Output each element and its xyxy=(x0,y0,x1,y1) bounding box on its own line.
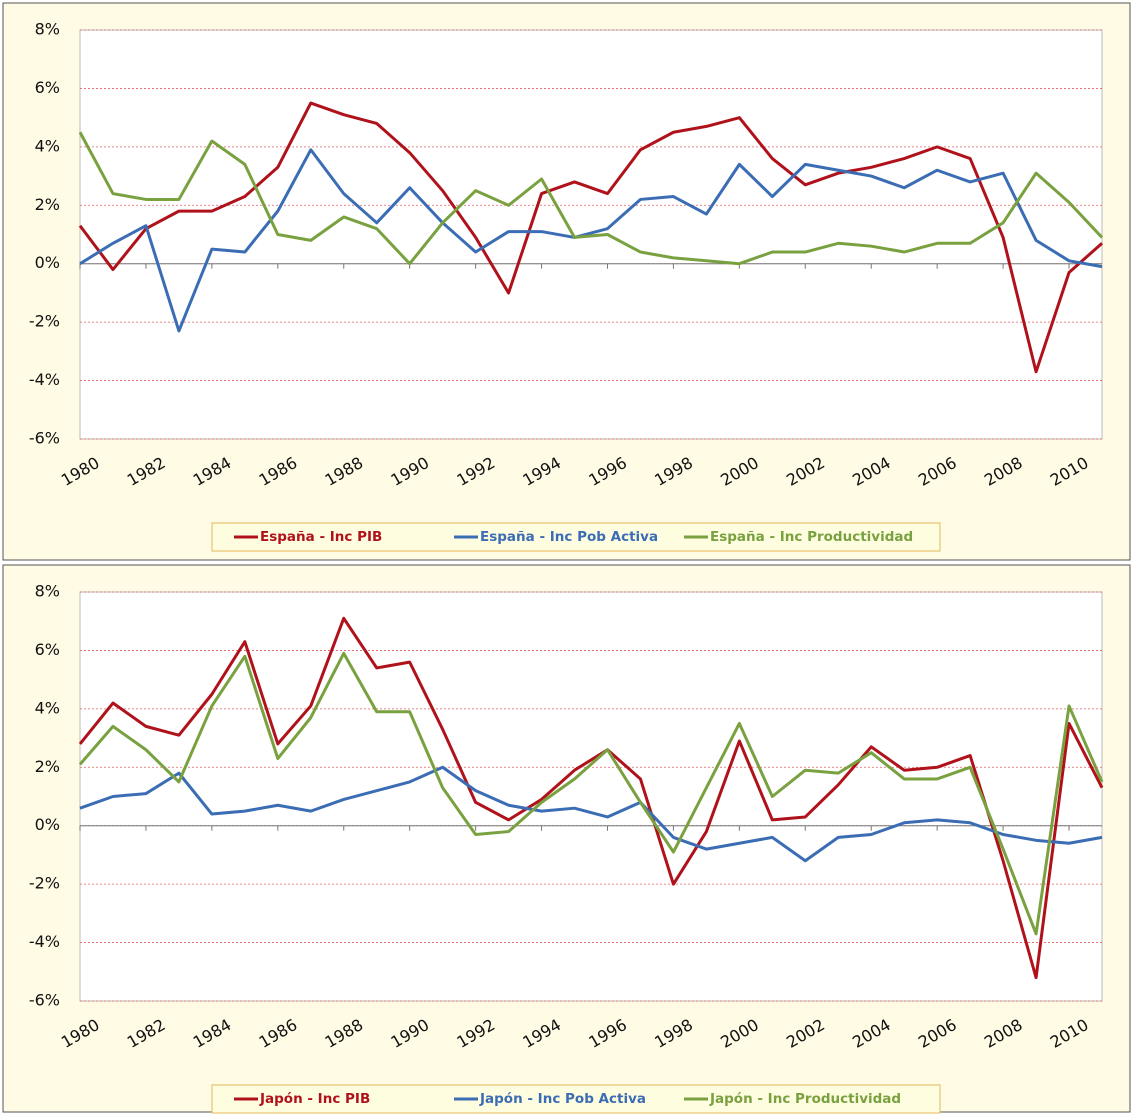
y-tick-label: -4% xyxy=(29,932,60,951)
y-tick-label: 8% xyxy=(35,20,60,39)
y-tick-label: -2% xyxy=(29,312,60,331)
legend-label: España - Inc Productividad xyxy=(710,529,913,545)
y-tick-label: 2% xyxy=(35,757,60,776)
legend-box xyxy=(211,522,941,552)
y-tick-label: 6% xyxy=(35,640,60,659)
y-tick-label: 0% xyxy=(35,253,60,272)
y-tick-label: 4% xyxy=(35,136,60,155)
y-tick-label: 4% xyxy=(35,698,60,717)
series-line xyxy=(78,651,1104,936)
legend-label: Japón - Inc Productividad xyxy=(709,1091,901,1107)
plot-area xyxy=(79,591,1103,1002)
series-line xyxy=(78,616,1104,980)
legend-label: España - Inc Pob Activa xyxy=(480,529,658,545)
y-tick-label: -4% xyxy=(29,370,60,389)
y-tick-label: -6% xyxy=(29,429,60,448)
legend-label: Japón - Inc Pob Activa xyxy=(479,1091,646,1107)
y-tick-label: 8% xyxy=(35,582,60,601)
legend-box xyxy=(211,1084,941,1114)
series-line xyxy=(78,131,1104,266)
y-tick-label: -2% xyxy=(29,874,60,893)
y-tick-label: 2% xyxy=(35,195,60,214)
series-line xyxy=(78,101,1103,374)
chart-panel: -6%-4%-2%0%2%4%6%8%1980 1982 1984 1986 1988 1… xyxy=(2,564,1131,1114)
legend-label: Japón - Inc PIB xyxy=(259,1091,370,1107)
y-tick-label: -6% xyxy=(29,991,60,1010)
series-line xyxy=(79,148,1103,333)
legend-label: España - Inc PIB xyxy=(260,529,382,545)
y-tick-label: 0% xyxy=(35,815,60,834)
y-tick-label: 6% xyxy=(35,78,60,97)
series-line xyxy=(79,765,1103,863)
chart-panel: -6%-4%-2%0%2%4%6%8%1980 1982 1984 1986 1988 1… xyxy=(2,2,1131,561)
